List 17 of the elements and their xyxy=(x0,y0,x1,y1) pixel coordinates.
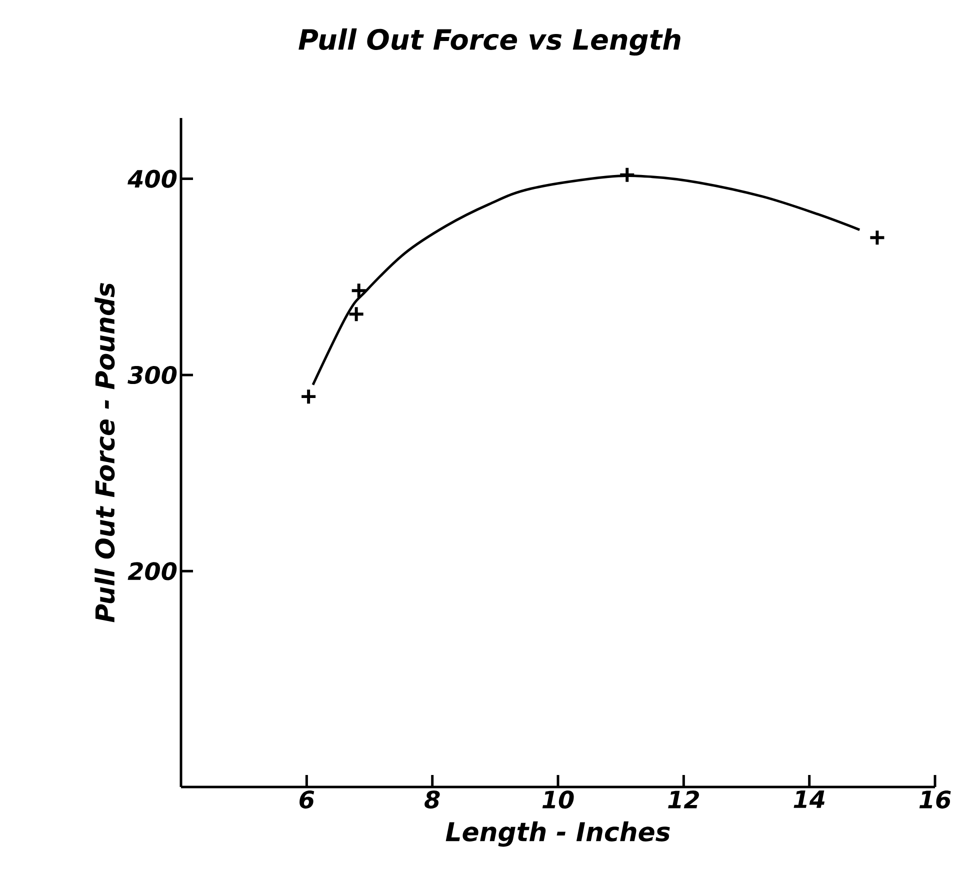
x-tick-label: 14 xyxy=(794,790,825,808)
chart-title: Pull Out Force vs Length xyxy=(298,28,680,56)
x-axis-title: Length - Inches xyxy=(446,821,670,847)
y-tick-label: 400 xyxy=(128,170,177,188)
x-tick-label: 16 xyxy=(919,790,951,809)
x-tick-label: 8 xyxy=(424,790,440,809)
point xyxy=(350,282,368,300)
y-axis-title: Pull Out Force - Pounds xyxy=(94,283,115,622)
point xyxy=(618,166,636,184)
y-tick-label: 300 xyxy=(128,366,177,384)
point xyxy=(868,229,886,246)
x-tick-label: 12 xyxy=(668,790,699,808)
point xyxy=(348,306,365,323)
x-tick-label: 10 xyxy=(542,790,574,809)
x-tick-label: 6 xyxy=(300,790,314,809)
y-tick-label: 200 xyxy=(128,562,177,580)
point xyxy=(300,388,318,406)
